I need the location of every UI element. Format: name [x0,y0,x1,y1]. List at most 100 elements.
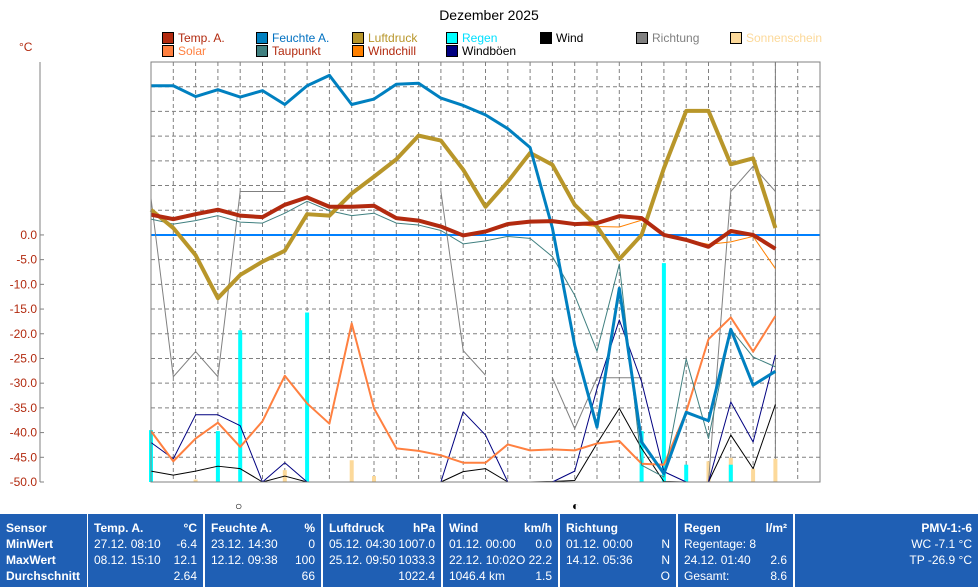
legend-item: Windchill [352,44,416,58]
cell-time: 01.12. 00:00 [566,537,633,551]
pmv-windchill: WC -7.1 °C [911,537,972,551]
y-tick-label: -15.0 [10,302,38,316]
cell-value: 66 [301,569,315,583]
cell-value: 8.6 [770,569,787,583]
legend-label: Sonnenschein [746,31,823,45]
stats-cell: 05.12. 04:30 1007.0 [329,537,435,552]
stats-cell: O [566,569,670,584]
bar-sonnenschein [706,461,711,482]
chart-title: Dezember 2025 [439,7,539,23]
legend-swatch [256,32,268,44]
column-header: Wind km/h [449,521,552,536]
cell-value: 0 [308,537,315,551]
stats-table: Sensor MinWert MaxWert Durchschnitt Temp… [0,514,978,587]
bar-sonnenschein [349,460,354,482]
stats-cell: 22.12. 10:02 O 22.2 [449,553,552,568]
stats-cell: 24.12. 01:40 2.6 [684,553,787,568]
cell-value: 1007.0 [398,537,435,551]
legend-swatch [352,45,364,57]
stats-column: Luftdruck hPa 05.12. 04:30 1007.0 25.12. 09:… [323,514,441,587]
y-axis-unit: °C [19,40,33,54]
y-tick-label: -45.0 [10,450,38,464]
cell-value: O [660,569,670,583]
cell-time: 08.12. 15:10 [94,553,161,567]
cell-value: N [661,553,670,567]
bar-sonnenschein [773,458,778,482]
legend-label: Taupunkt [272,44,321,58]
legend-item: Solar [162,44,206,58]
cell-time: Regentage: 8 [684,537,757,551]
stats-column: Feuchte A.% 23.12. 14:30 0 12.12. 09:38 100 6… [205,514,321,587]
cell-time: 25.12. 09:50 [329,553,396,567]
series-luftdruck [149,108,778,301]
stats-cell: 23.12. 14:30 0 [211,537,315,552]
legend-label: Wind [556,31,584,45]
pmv-dewpoint: TP -26.9 °C [909,553,972,567]
cell-time: 05.12. 04:30 [329,537,396,551]
legend-item: Sonnenschein [730,31,822,45]
y-tick-label: -30.0 [10,376,38,390]
legend-label: Windböen [462,44,517,58]
column-header: Luftdruck hPa [329,521,435,536]
column-unit: hPa [412,521,435,535]
cell-time: 22.12. 10:02 [449,553,516,567]
legend-swatch [352,32,364,44]
stats-cell: 01.12. 00:00 N [566,537,670,552]
cell-time: 01.12. 00:00 [449,537,516,551]
stats-column: Regen l/m² Regentage: 8 24.12. 01:40 2.6 Gesa… [678,514,793,587]
series-richtung [551,377,642,430]
cell-time: 27.12. 08:10 [94,537,161,551]
cell-value: 100 [294,553,315,567]
series-solar [150,315,777,466]
y-tick-label: -40.0 [10,426,38,440]
pmv-column: PMV-1:-6 WC -7.1 °C TP -26.9 °C [795,514,978,587]
legend-swatch [256,45,268,57]
y-tick-label: -5.0 [16,253,37,267]
legend-swatch [730,32,742,44]
legend-label: Windchill [368,44,417,58]
cell-value: 1022.4 [398,569,435,583]
cell-value: -6.4 [176,537,197,551]
bar-regen [215,431,220,482]
cell-time: 14.12. 05:36 [566,553,633,567]
column-title: Feuchte A. [211,521,272,535]
half-moon-icon: ◐ [572,499,580,513]
stats-cell: Regentage: 8 [684,537,787,552]
y-tick-label: -20.0 [10,327,38,341]
legend-swatch [446,32,458,44]
cell-time: 1046.4 km [449,569,506,583]
column-unit: l/m² [765,521,787,535]
series-richtung [708,165,776,483]
column-title: Temp. A. [94,521,144,535]
column-title: Wind [449,521,479,535]
full-moon-icon: ○ [235,499,243,513]
column-title: Richtung [566,521,618,535]
legend-item: Temp. A. [162,31,225,45]
stats-cell: 25.12. 09:50 1033.3 [329,553,435,568]
legend-swatch [162,32,174,44]
stats-column: Wind km/h 01.12. 00:00 0.0 22.12. 10:02 O 22.… [443,514,558,587]
series-windböen [150,319,776,483]
legend-item: Regen [446,31,497,45]
sensor-header: Sensor [6,521,47,535]
cell-time: Gesamt: [684,569,730,583]
bar-regen [728,464,733,482]
bar-regen [684,464,689,482]
series-temp-a- [150,195,777,251]
series-richtung [440,191,486,376]
legend-swatch [162,45,174,57]
column-header: Feuchte A.% [211,521,315,536]
column-header: Regen l/m² [684,521,787,536]
stats-cell: 2.64 [94,569,197,584]
legend-swatch [446,45,458,57]
legend-label: Regen [462,31,498,45]
stats-cell: 12.12. 09:38 100 [211,553,315,568]
bar-regen [639,431,644,482]
row-label-avg: Durchschnitt [6,569,81,583]
stats-cell: 27.12. 08:10 -6.4 [94,537,197,552]
legend-item: Luftdruck [352,31,417,45]
stats-cell: 01.12. 00:00 0.0 [449,537,552,552]
stats-cell: 66 [211,569,315,584]
cell-value: 0.0 [535,537,552,551]
legend-label: Richtung [652,31,700,45]
